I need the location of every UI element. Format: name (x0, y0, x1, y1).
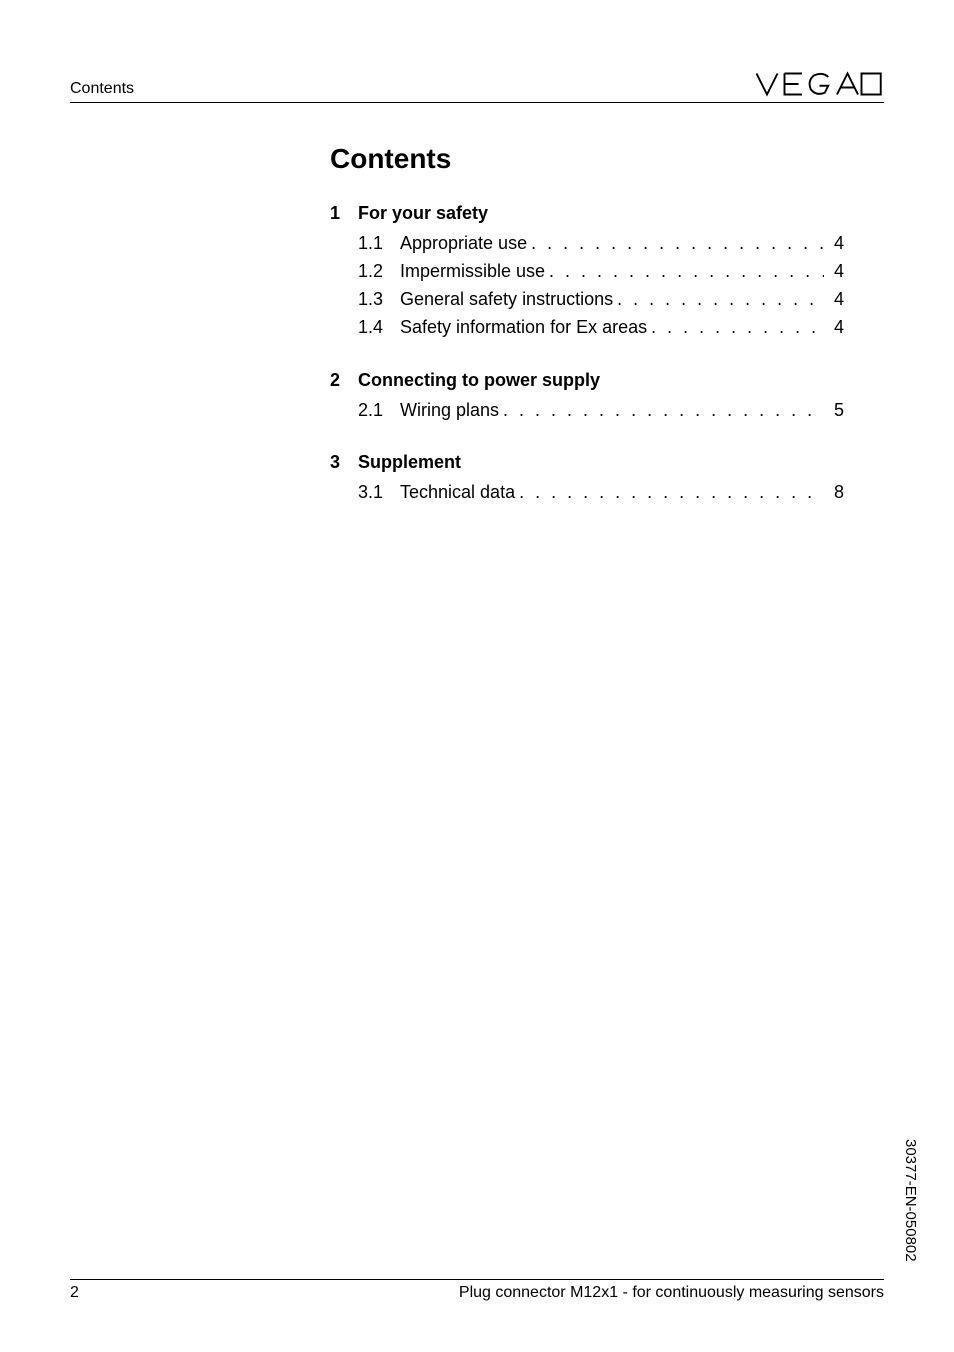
entry-label: Impermissible use (400, 258, 545, 286)
toc-entry: 1.3 General safety instructions 4 (330, 286, 844, 314)
footer-page-number: 2 (70, 1284, 79, 1302)
toc-entry: 1.2 Impermissible use 4 (330, 258, 844, 286)
header-row: Contents (70, 70, 884, 103)
entry-page: 4 (824, 286, 844, 314)
leader-dots (647, 314, 824, 342)
entry-number: 3.1 (358, 479, 400, 507)
vega-logo (753, 70, 884, 98)
contents-block: Contents 1 For your safety 1.1 Appropria… (330, 143, 844, 507)
entry-page: 4 (824, 314, 844, 342)
section-heading: 1 For your safety (330, 203, 844, 224)
leader-dots (527, 230, 824, 258)
section-number: 1 (330, 203, 358, 224)
toc-section-1: 1 For your safety 1.1 Appropriate use 4 … (330, 203, 844, 342)
section-number: 2 (330, 370, 358, 391)
toc-entry: 3.1 Technical data 8 (330, 479, 844, 507)
entry-page: 5 (824, 397, 844, 425)
entry-label: General safety instructions (400, 286, 613, 314)
entry-label: Safety information for Ex areas (400, 314, 647, 342)
leader-dots (515, 479, 824, 507)
entry-label: Appropriate use (400, 230, 527, 258)
toc-section-3: 3 Supplement 3.1 Technical data 8 (330, 452, 844, 507)
entry-label: Technical data (400, 479, 515, 507)
section-number: 3 (330, 452, 358, 473)
document-code-vertical: 30377-EN-050802 (902, 1139, 919, 1262)
page-title: Contents (330, 143, 844, 175)
section-heading: 3 Supplement (330, 452, 844, 473)
toc-entry: 2.1 Wiring plans 5 (330, 397, 844, 425)
entry-number: 2.1 (358, 397, 400, 425)
entry-page: 4 (824, 230, 844, 258)
entry-page: 4 (824, 258, 844, 286)
entry-number: 1.3 (358, 286, 400, 314)
entry-number: 1.1 (358, 230, 400, 258)
section-heading: 2 Connecting to power supply (330, 370, 844, 391)
leader-dots (613, 286, 824, 314)
section-title: For your safety (358, 203, 488, 224)
leader-dots (545, 258, 824, 286)
footer-doc-title: Plug connector M12x1 - for continuously … (459, 1284, 884, 1302)
toc-section-2: 2 Connecting to power supply 2.1 Wiring … (330, 370, 844, 425)
entry-page: 8 (824, 479, 844, 507)
entry-number: 1.4 (358, 314, 400, 342)
leader-dots (499, 397, 824, 425)
entry-label: Wiring plans (400, 397, 499, 425)
footer-row: 2 Plug connector M12x1 - for continuousl… (70, 1279, 884, 1302)
header-section-label: Contents (70, 80, 134, 98)
section-title: Connecting to power supply (358, 370, 600, 391)
page-container: Contents Contents 1 For your safety 1.1 … (0, 0, 954, 1352)
section-title: Supplement (358, 452, 461, 473)
toc-entry: 1.4 Safety information for Ex areas 4 (330, 314, 844, 342)
entry-number: 1.2 (358, 258, 400, 286)
toc-entry: 1.1 Appropriate use 4 (330, 230, 844, 258)
